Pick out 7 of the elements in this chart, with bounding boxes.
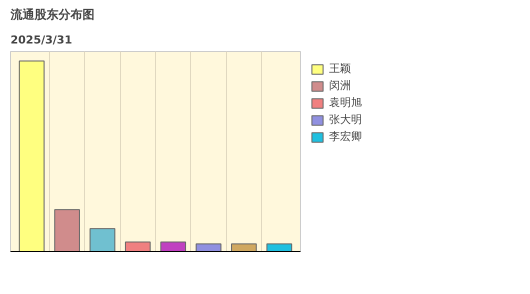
legend-label: 王颖 [329, 61, 351, 76]
chart-subtitle: 2025/3/31 [10, 34, 72, 46]
chart-title: 流通股东分布图 [10, 8, 94, 22]
legend-label: 张大明 [329, 112, 362, 127]
legend-label: 袁明旭 [329, 95, 362, 110]
legend-label: 闵洲 [329, 78, 351, 93]
legend-label: 李宏卿 [329, 129, 362, 144]
